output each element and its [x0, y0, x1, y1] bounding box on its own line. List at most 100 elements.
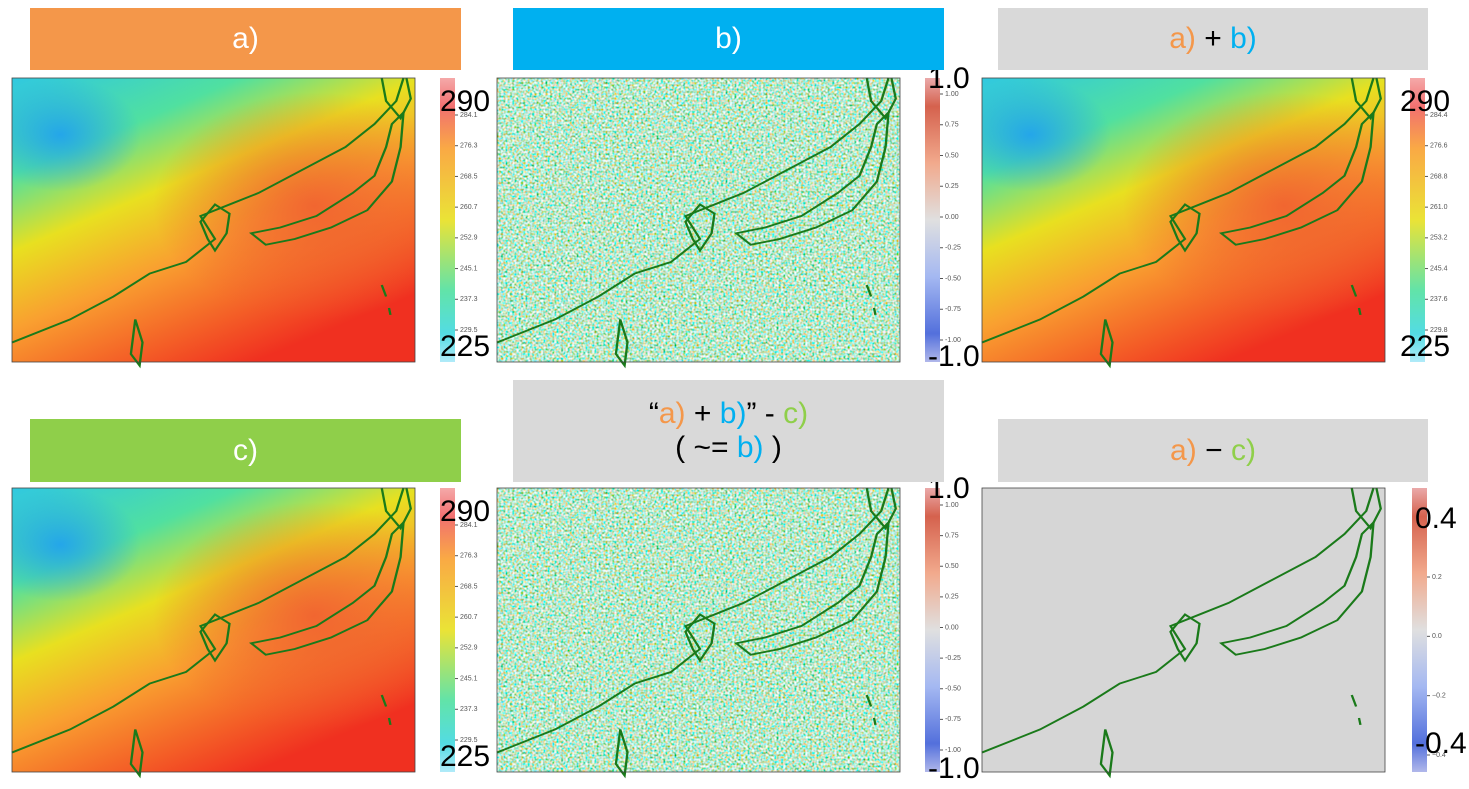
panel-header: b)	[513, 8, 944, 70]
colorbar-tick-label: -0.75	[945, 306, 961, 313]
colorbar-min: -1.0	[928, 340, 980, 373]
map	[980, 486, 1386, 777]
cold-region	[12, 488, 415, 772]
colorbar-tick-label: -0.50	[945, 275, 961, 282]
colorbar-min: 225	[1400, 330, 1450, 363]
map-frame	[981, 77, 1386, 363]
colorbar-tick-label: 229.8	[1430, 327, 1448, 334]
map	[495, 486, 901, 777]
map	[10, 486, 416, 777]
header-text: b)	[715, 22, 742, 55]
header-line: a) − c)	[1170, 434, 1256, 468]
header-text: b)	[719, 397, 747, 430]
colorbar-tick-label: 0.00	[945, 624, 959, 631]
colorbar-min: 225	[440, 330, 490, 363]
header-text: c)	[783, 397, 809, 430]
colorbar-max: 290	[1400, 85, 1450, 118]
map-field	[497, 488, 900, 772]
colorbar-tick-label: 260.7	[460, 204, 478, 211]
colorbar-tick-label: 237.3	[460, 706, 478, 713]
map	[495, 76, 901, 367]
header-line: “a) + b)” - c)	[649, 397, 808, 431]
header-text: c)	[233, 433, 258, 467]
header-line: c)	[233, 434, 258, 468]
panel-header: a)	[30, 8, 461, 70]
header-text: a)	[232, 22, 259, 55]
header-line: a) + b)	[1169, 22, 1257, 56]
colorbar-tick-label: 0.75	[945, 122, 959, 129]
cold-region	[982, 78, 1385, 362]
panel-header: a) + b)	[998, 8, 1428, 70]
colorbar-tick-label: 261.0	[1430, 204, 1448, 211]
colorbar-tick-label: 0.50	[945, 152, 959, 159]
colorbar-tick-label: 260.7	[460, 614, 478, 621]
map-field	[497, 78, 900, 362]
map	[980, 76, 1386, 367]
colorbar-tick-label: 268.5	[460, 583, 478, 590]
header-text: ” -	[746, 397, 784, 430]
map-frame	[981, 487, 1386, 773]
map-frame	[11, 77, 416, 363]
header-text: )	[763, 431, 782, 464]
header-text: c)	[1230, 433, 1256, 467]
colorbar-tick-label: 237.6	[1430, 296, 1448, 303]
colorbar-tick-label: -0.25	[945, 655, 961, 662]
colorbar-tick-label: -0.50	[945, 686, 961, 693]
colorbar-tick-label: 276.3	[460, 143, 478, 150]
colorbar-tick-label: −0.4	[1432, 752, 1446, 759]
colorbar-tick-label: 245.1	[460, 675, 478, 682]
colorbar-tick-label: 0.0	[1432, 633, 1442, 640]
colorbar-min: 225	[440, 740, 490, 773]
colorbar-tick-label: 253.2	[1430, 235, 1448, 242]
colorbar-tick-label: 0.00	[945, 214, 959, 221]
colorbar-tick-label: 276.3	[460, 553, 478, 560]
map-frame	[496, 77, 901, 363]
colorbar-tick-label: 0.75	[945, 532, 959, 539]
colorbar-tick-label: 1.00	[945, 502, 959, 509]
header-line: b)	[715, 22, 742, 56]
panel-header: “a) + b)” - c)( ~= b) )	[513, 380, 944, 482]
colorbar	[440, 488, 455, 772]
header-text: “	[648, 397, 659, 430]
colorbar	[1410, 78, 1425, 362]
colorbar	[440, 78, 455, 362]
header-text: +	[1195, 22, 1231, 55]
map-frame	[496, 487, 901, 773]
colorbar-tick-label: 245.4	[1430, 265, 1448, 272]
header-text: −	[1196, 433, 1231, 467]
colorbar-tick-label: −0.2	[1432, 693, 1446, 700]
colorbar-tick-label: 245.1	[460, 265, 478, 272]
colorbar-tick-label: 0.2	[1432, 574, 1442, 581]
colorbar-tick-label: 0.25	[945, 594, 959, 601]
map	[10, 76, 416, 367]
colorbar	[925, 78, 940, 362]
colorbar-tick-label: 0.25	[945, 183, 959, 190]
colorbar-tick-label: 229.5	[460, 327, 478, 334]
colorbar	[1412, 488, 1427, 772]
colorbar-tick-label: -1.00	[945, 337, 961, 344]
colorbar-tick-label: -0.25	[945, 245, 961, 252]
header-text: ( ~=	[675, 431, 737, 464]
colorbar-tick-label: 268.8	[1430, 173, 1448, 180]
panel-header: a) − c)	[998, 419, 1428, 482]
cold-region	[12, 78, 415, 362]
colorbar	[925, 488, 940, 772]
header-text: b)	[736, 431, 764, 464]
colorbar-tick-label: 237.3	[460, 296, 478, 303]
header-text: +	[685, 397, 720, 430]
colorbar-tick-label: 284.4	[1430, 112, 1448, 119]
map-frame	[11, 487, 416, 773]
map-field	[982, 488, 1385, 772]
colorbar-min: -1.0	[928, 752, 980, 785]
colorbar-tick-label: 1.00	[945, 91, 959, 98]
colorbar-min: -0.4	[1415, 727, 1467, 760]
header-text: a)	[1170, 433, 1197, 467]
colorbar-tick-label: 252.9	[460, 235, 478, 242]
header-text: a)	[1169, 22, 1196, 55]
header-text: a)	[658, 397, 686, 430]
colorbar-tick-label: 0.50	[945, 563, 959, 570]
colorbar-tick-label: 229.5	[460, 737, 478, 744]
colorbar-tick-label: 284.1	[460, 522, 478, 529]
